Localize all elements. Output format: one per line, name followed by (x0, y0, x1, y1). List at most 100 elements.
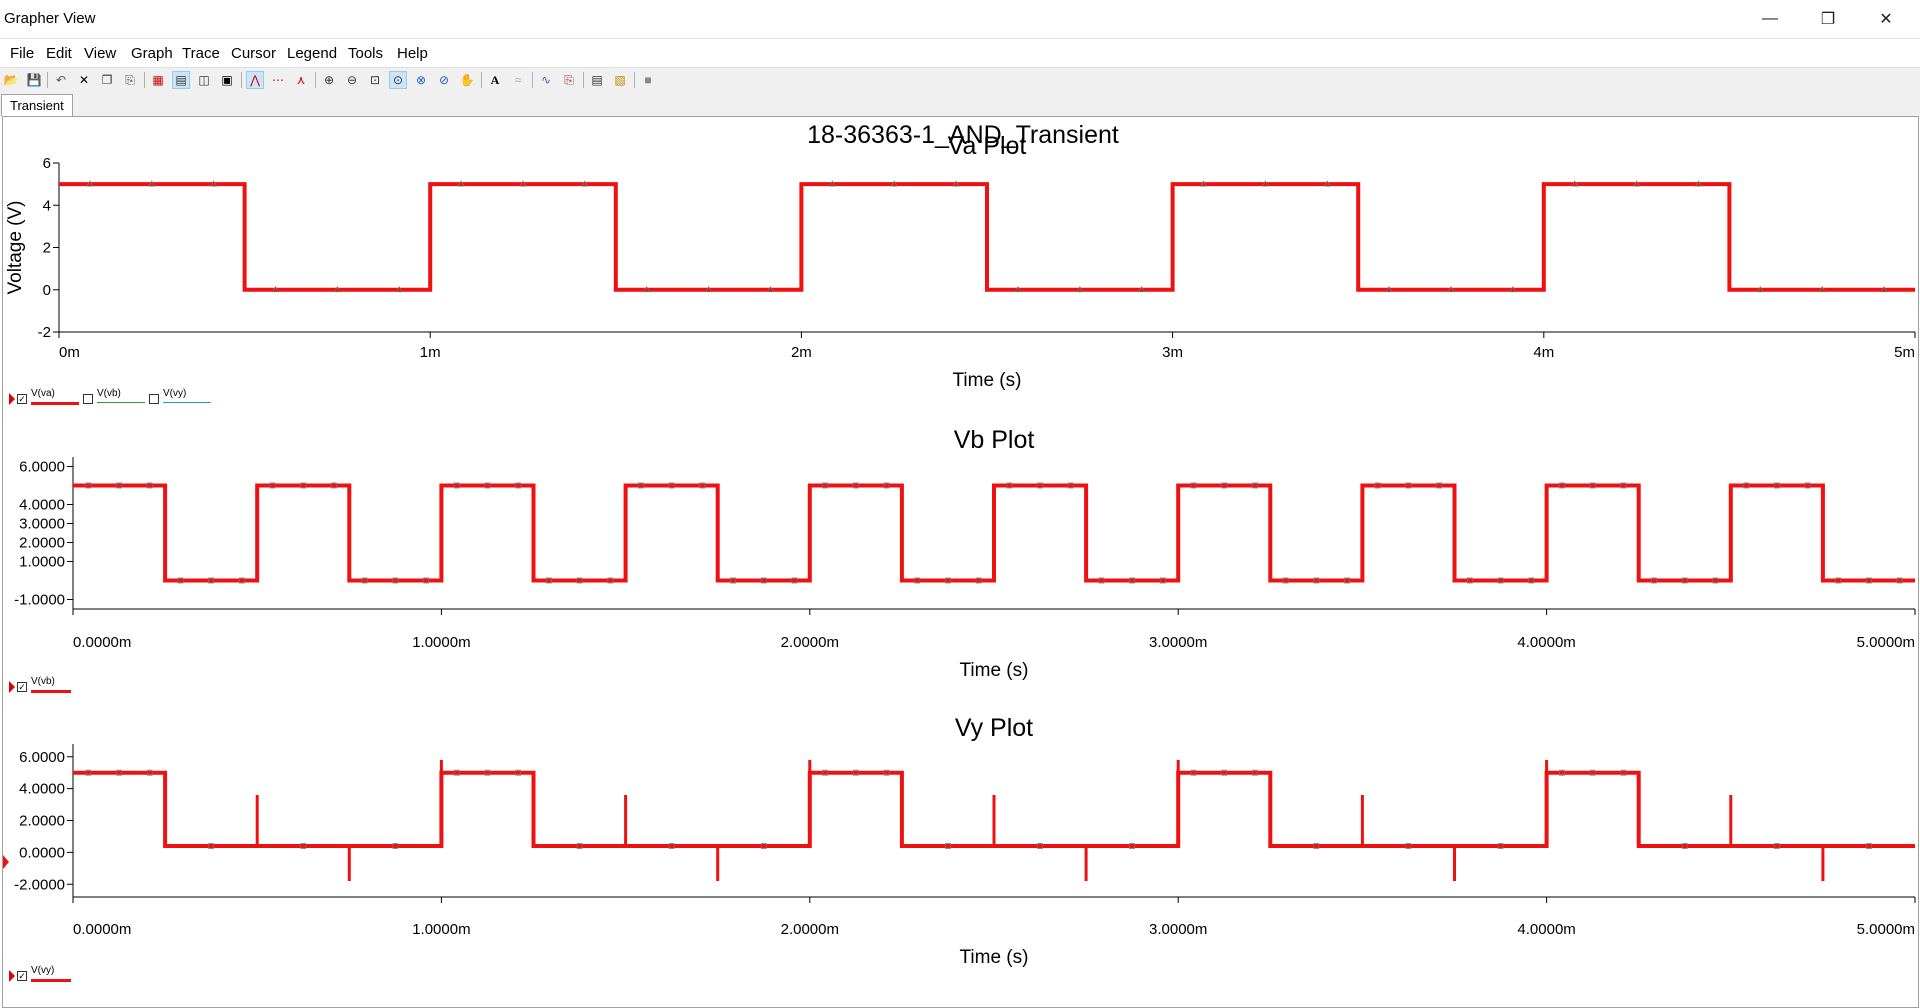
data-point-marker (822, 482, 829, 489)
vb-plot[interactable]: Vb Plot 6.0000 4.0000 3.0000 2.0000 1.0000 -1.… (14, 426, 1916, 681)
grid-icon[interactable]: ▦ (152, 73, 164, 87)
tab-strip: Transient (0, 94, 1920, 116)
text-icon[interactable]: A (490, 73, 500, 87)
legend-icon[interactable]: ▤ (172, 71, 190, 89)
data-point-marker (1159, 577, 1166, 584)
overlay-icon[interactable]: ▣ (221, 73, 233, 87)
y-tick-label: -2.0000 (14, 876, 65, 893)
zoom-area-icon[interactable]: ⊡ (369, 73, 381, 87)
data-point-marker (269, 482, 276, 489)
page-setup-icon[interactable]: ▤ (591, 73, 603, 87)
title-bar: Grapher View — ❐ ✕ (0, 0, 1920, 39)
data-point-marker (822, 769, 829, 776)
zoom-full-icon[interactable]: ⊙ (389, 71, 407, 89)
menu-cursor[interactable]: Cursor (231, 45, 277, 62)
trace-v-va[interactable] (59, 182, 1915, 292)
data-point-marker (1559, 769, 1565, 776)
vy-plot[interactable]: Vy Plot 6.0000 4.0000 2.0000 0.0000 -2.0000 0.… (14, 714, 1916, 968)
data-point-marker (576, 577, 583, 584)
data-point-marker (271, 285, 280, 293)
x-tick-label: 4.0000m (1517, 921, 1575, 938)
data-point-marker (238, 577, 245, 584)
label-icon[interactable]: ≈ (514, 73, 522, 87)
menu-view[interactable]: View (84, 45, 117, 62)
menu-graph[interactable]: Graph (131, 45, 173, 62)
x-tick-label: 5.0000m (1857, 634, 1915, 651)
data-point-marker (1137, 285, 1146, 293)
trace-v-vy[interactable] (73, 770, 1915, 848)
pan-icon[interactable]: ✋ (459, 73, 475, 87)
legend-checkbox-vb[interactable]: ✓ (17, 682, 27, 692)
data-point-marker (177, 577, 184, 584)
legend-entry-va[interactable]: ✓ V(va) (13, 388, 79, 406)
menu-edit[interactable]: Edit (46, 45, 72, 62)
data-point-marker (952, 180, 960, 187)
data-point-marker (1221, 769, 1228, 776)
plots-canvas[interactable]: 18-36363-1_AND_Transient Va Plot 6 4 2 0 -2 0m… (3, 117, 1918, 1007)
menu-tools[interactable]: Tools (348, 45, 384, 62)
undo-icon[interactable]: ↶ (55, 73, 67, 87)
x-tick-label: 1.0000m (412, 921, 470, 938)
legend-swatch-vb (31, 690, 71, 693)
legend-checkbox-vy[interactable]: ✓ (17, 971, 27, 981)
measure-icon[interactable]: ∿ (540, 73, 552, 87)
tab-transient[interactable]: Transient (1, 94, 73, 116)
legend-checkbox-va[interactable]: ✓ (17, 394, 27, 404)
line-trace-icon[interactable]: ⋀ (246, 71, 264, 89)
data-point-marker (1098, 577, 1105, 584)
line-point-trace-icon[interactable]: ⋏ (296, 73, 306, 87)
paste-icon[interactable]: ⎘ (125, 73, 135, 87)
zoom-out-icon[interactable]: ⊖ (346, 73, 358, 87)
data-point-marker (1199, 180, 1208, 187)
va-plot[interactable]: Va Plot 6 4 2 0 -2 0m 1m 2m 3m 4m 5m Time (s) Voltage… (5, 132, 1916, 391)
data-point-marker (1252, 482, 1258, 489)
menu-help[interactable]: Help (397, 45, 428, 62)
point-trace-icon[interactable]: ⋯ (272, 73, 284, 87)
data-point-marker (361, 577, 368, 584)
stop-icon[interactable]: ■ (644, 73, 652, 87)
menu-legend[interactable]: Legend (287, 45, 338, 62)
minimize-button[interactable]: — (1762, 10, 1778, 27)
data-point-marker (914, 577, 921, 584)
zoom-x-icon[interactable]: ⊗ (415, 73, 427, 87)
open-icon[interactable]: 📂 (3, 73, 19, 87)
close-button[interactable]: ✕ (1879, 11, 1893, 28)
data-point-marker (1497, 577, 1504, 584)
data-point-marker (1014, 285, 1022, 293)
data-point-marker (607, 577, 614, 584)
y-tick-label: -2 (38, 324, 51, 341)
legend-label-vy: V(vy) (31, 965, 55, 976)
data-point-marker (484, 769, 491, 776)
data-point-marker (699, 482, 706, 489)
legend-entry-vb[interactable]: ✓ V(vb) (13, 676, 73, 694)
data-point-marker (1620, 482, 1627, 489)
legend-entry-vy[interactable]: ✓ V(vy) (13, 965, 73, 983)
export-icon[interactable]: ⎘ (564, 73, 574, 87)
menu-file[interactable]: File (10, 45, 35, 62)
properties-icon[interactable]: ▧ (614, 73, 626, 87)
data-point-marker (1006, 482, 1013, 489)
data-point-marker (116, 769, 122, 776)
data-point-marker (1313, 577, 1320, 584)
y-tick-label: 6.0000 (19, 459, 65, 476)
x-tick-label: 5m (1894, 344, 1915, 361)
trace-v-vb[interactable] (73, 483, 1915, 583)
data-point-marker (453, 482, 460, 489)
legend-entry-vb[interactable]: V(vb) (79, 388, 145, 406)
data-point-marker (146, 769, 153, 776)
data-point-marker (1344, 577, 1350, 584)
y-tick-label: 0 (43, 282, 51, 299)
zoom-in-icon[interactable]: ⊕ (323, 73, 335, 87)
legend-entry-vy[interactable]: V(vy) (145, 388, 211, 406)
restore-button[interactable]: ❐ (1820, 11, 1836, 28)
cut-icon[interactable]: ✕ (78, 73, 90, 87)
copy-icon[interactable]: ❐ (101, 73, 113, 87)
legend-checkbox-vy[interactable] (149, 394, 159, 404)
save-icon[interactable]: 💾 (26, 73, 42, 87)
zoom-y-icon[interactable]: ⊘ (438, 73, 450, 87)
data-point-marker (1447, 285, 1455, 293)
data-point-marker (1436, 482, 1443, 489)
cursors-icon[interactable]: ◫ (198, 73, 210, 87)
legend-checkbox-vb[interactable] (83, 394, 93, 404)
menu-trace[interactable]: Trace (182, 45, 220, 62)
